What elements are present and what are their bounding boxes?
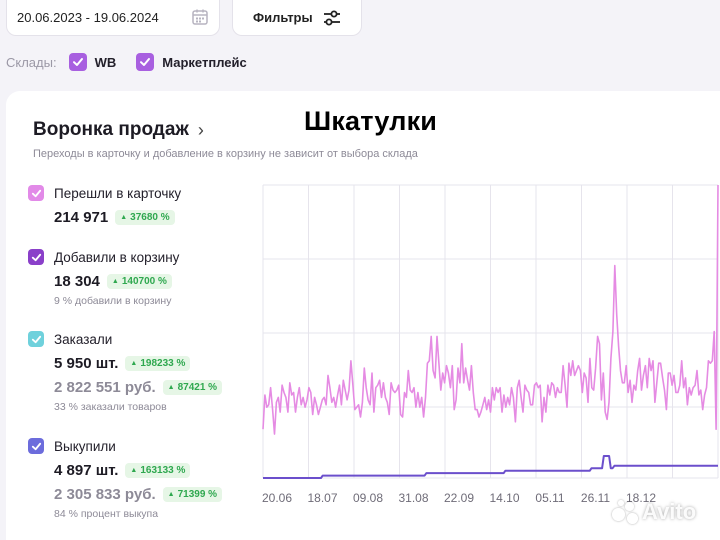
change-value: 198233 % <box>140 357 186 369</box>
change-value: 87421 % <box>177 381 218 393</box>
avito-watermark: Avito <box>610 498 696 526</box>
change-badge: ▲ 140700 % <box>106 273 172 289</box>
filter-sliders-icon <box>324 10 340 26</box>
x-tick-label: 31.08 <box>398 491 428 505</box>
arrow-up-icon: ▲ <box>167 383 175 391</box>
arrow-up-icon: ▲ <box>120 213 128 221</box>
funnel-title: Воронка продаж <box>33 119 189 140</box>
checkbox-buyouts[interactable] <box>28 438 44 454</box>
checkbox-marketplace[interactable] <box>136 53 155 71</box>
calendar-icon <box>192 9 208 25</box>
date-range-value: 20.06.2023 - 19.06.2024 <box>17 10 159 25</box>
warehouses-filter: Склады: WB Маркетплейс <box>6 52 267 72</box>
metric-value: 214 971 <box>54 208 109 226</box>
change-value: 37680 % <box>130 211 170 223</box>
x-tick-label: 26.11 <box>581 491 610 505</box>
chevron-right-icon: › <box>197 119 204 140</box>
funnel-subtitle: Переходы в карточку и добавление в корзи… <box>33 148 418 160</box>
change-badge: ▲ 87421 % <box>162 379 223 395</box>
filters-button[interactable]: Фильтры <box>232 0 362 36</box>
arrow-up-icon: ▲ <box>130 466 138 474</box>
filters-button-label: Фильтры <box>253 10 313 25</box>
metric-note: 84 % процент выкупа <box>54 508 159 520</box>
checkbox-card-views[interactable] <box>28 185 44 201</box>
metric-label: Выкупили <box>54 438 116 454</box>
checkbox-wb[interactable] <box>68 53 87 71</box>
metric-label: Заказали <box>54 331 113 347</box>
check-icon <box>72 58 83 66</box>
funnel-title-link[interactable]: Воронка продаж › <box>33 119 204 141</box>
x-tick-label: 20.06 <box>262 491 292 505</box>
change-badge: ▲ 163133 % <box>125 462 191 478</box>
check-icon <box>31 442 41 450</box>
change-badge: ▲ 71399 % <box>162 486 223 502</box>
metric-card-buyouts: Выкупили 4 897 шт. ▲ 163133 % 2 305 833 р… <box>28 437 223 520</box>
avito-logo-icon <box>610 498 640 526</box>
x-tick-label: 18.07 <box>307 491 337 505</box>
metric-card-cart: Добавили в корзину 18 304 ▲ 140700 % 9 % … <box>28 248 179 307</box>
metric-value: 5 950 шт. <box>54 354 119 372</box>
series-line-1 <box>263 455 718 479</box>
change-value: 163133 % <box>140 464 186 476</box>
metric-note: 33 % заказали товаров <box>54 401 167 413</box>
check-icon <box>31 189 41 197</box>
checkbox-orders[interactable] <box>28 331 44 347</box>
arrow-up-icon: ▲ <box>130 359 138 367</box>
check-icon <box>31 253 41 261</box>
change-value: 140700 % <box>121 275 167 287</box>
metric-value-secondary: 2 305 833 руб. <box>54 485 156 503</box>
x-tick-label: 14.10 <box>489 491 519 505</box>
metric-card-views: Перешли в карточку 214 971 ▲ 37680 % <box>28 184 181 228</box>
avito-text: Avito <box>642 499 697 524</box>
x-tick-label: 22.09 <box>444 491 474 505</box>
metric-label: Добавили в корзину <box>54 249 180 265</box>
check-icon <box>31 335 41 343</box>
arrow-up-icon: ▲ <box>167 490 175 498</box>
funnel-line-chart: 20.06 18.07 09.08 31.08 22.09 14.10 05.11 26.11… <box>262 184 719 505</box>
sales-funnel-card: Воронка продаж › Шкатулки Переходы в кар… <box>6 91 720 540</box>
checkbox-cart[interactable] <box>28 249 44 265</box>
metric-card-orders: Заказали 5 950 шт. ▲ 198233 % 2 822 551 р… <box>28 330 223 413</box>
metric-value: 18 304 <box>54 272 100 290</box>
overlay-caption: Шкатулки <box>304 106 438 136</box>
change-value: 71399 % <box>177 488 218 500</box>
change-badge: ▲ 37680 % <box>115 209 175 225</box>
x-tick-label: 05.11 <box>535 491 564 505</box>
metric-value-secondary: 2 822 551 руб. <box>54 378 156 396</box>
metric-label: Перешли в карточку <box>54 185 182 201</box>
x-tick-label: 18.12 <box>626 491 656 505</box>
warehouses-label: Склады: <box>6 54 57 70</box>
arrow-up-icon: ▲ <box>111 277 119 285</box>
check-icon <box>140 58 151 66</box>
x-tick-label: 09.08 <box>353 491 383 505</box>
warehouse-wb-label: WB <box>94 54 117 70</box>
metric-value: 4 897 шт. <box>54 461 119 479</box>
warehouse-marketplace-label: Маркетплейс <box>162 54 247 70</box>
change-badge: ▲ 198233 % <box>125 355 191 371</box>
series-line-0 <box>262 184 719 435</box>
date-range-picker[interactable]: 20.06.2023 - 19.06.2024 <box>6 0 220 36</box>
metric-note: 9 % добавили в корзину <box>54 295 172 307</box>
